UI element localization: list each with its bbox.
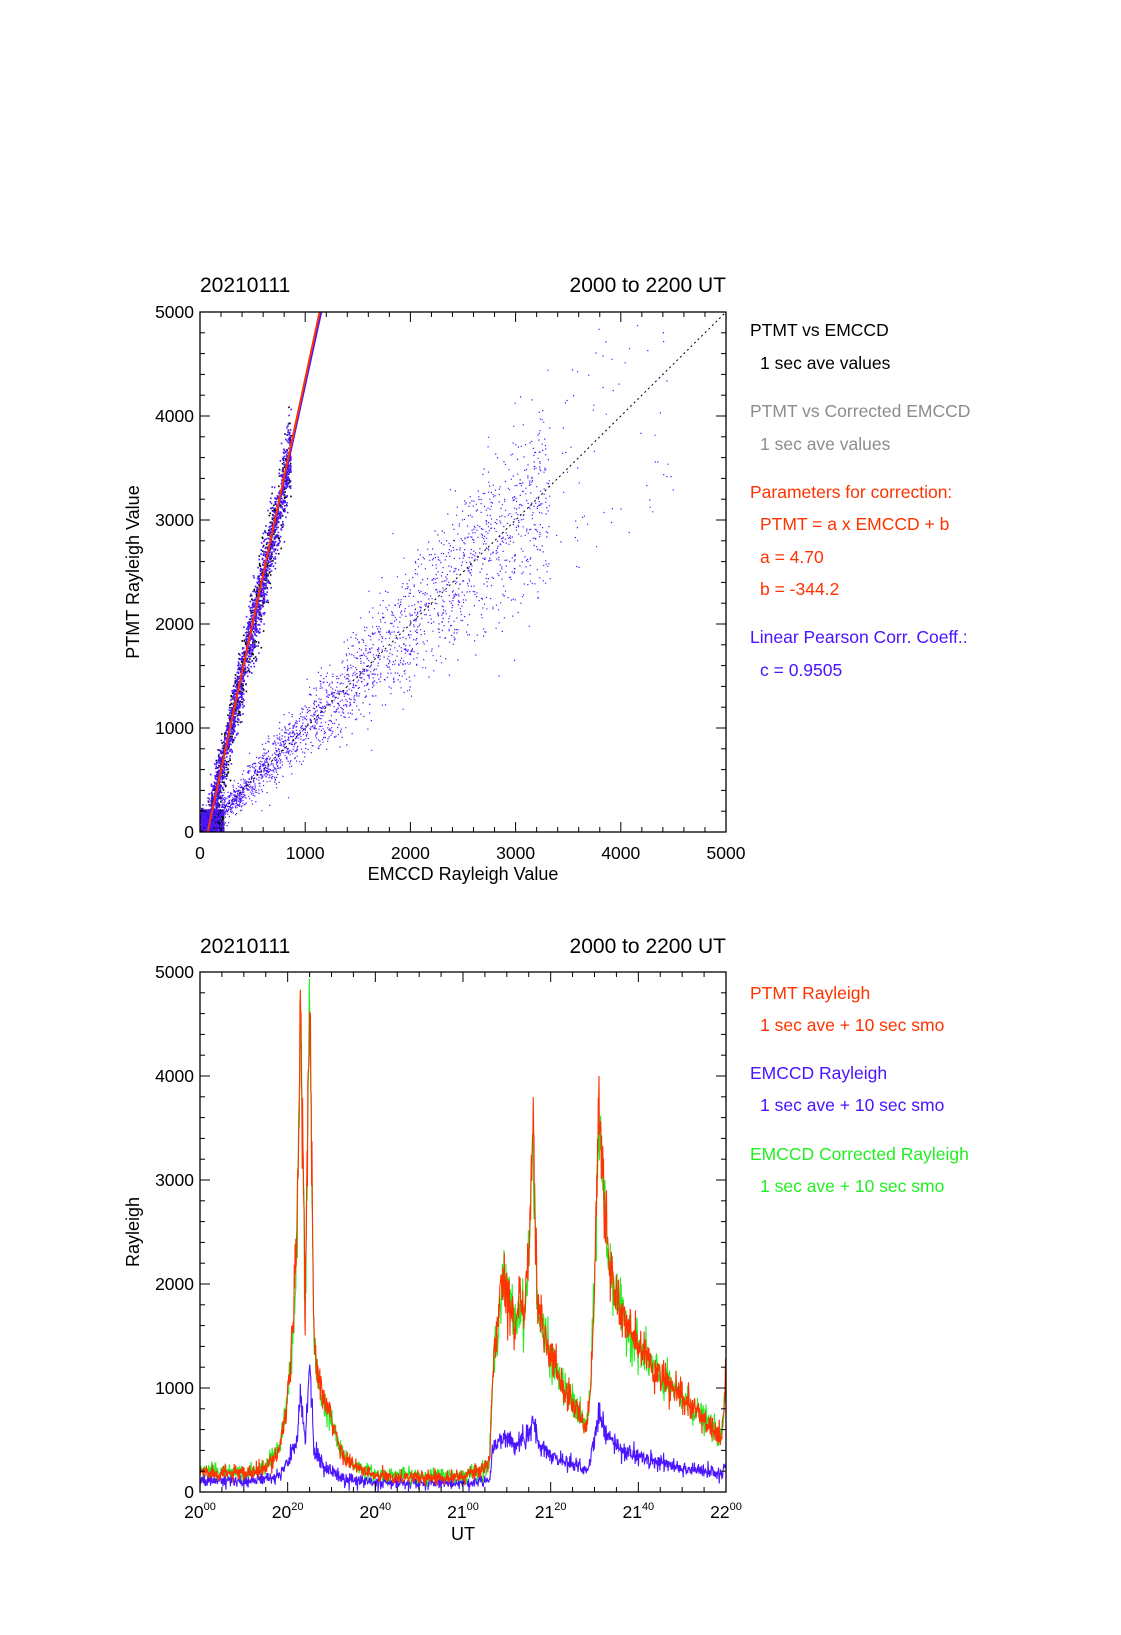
scatter-y-axis-label: PTMT Rayleigh Value [123,485,143,658]
timeseries-x-axis-label: UT [451,1524,475,1544]
corrected-emccd-points [202,325,674,832]
tick-minute-superscript: 20 [554,1501,566,1513]
tick-hour: 20 [184,1502,204,1522]
timeseries-frame [199,971,727,1493]
raw-emccd-points-black [200,406,292,832]
scatter-y-tick-label: 1000 [155,718,194,738]
scatter-y-tick-label: 3000 [155,510,194,530]
timeseries-legend-entry: EMCCD Corrected Rayleigh [750,1144,969,1164]
timeseries-ticks: 2000 2020 2040 2100 2120 2140 2200010002000300… [155,962,742,1522]
tick-hour: 21 [622,1502,641,1522]
scatter-legend-entry: b = -344.2 [760,579,840,599]
fit-line-red [206,312,321,832]
scatter-legend-entry: PTMT = a x EMCCD + b [760,514,950,534]
timeseries-legend-entry: 1 sec ave + 10 sec smo [760,1176,945,1196]
scatter-x-tick-label: 4000 [601,843,640,863]
scatter-plot-area [200,312,726,832]
timeseries-y-tick-label: 4000 [155,1066,194,1086]
timeseries-y-tick-label: 1000 [155,1378,194,1398]
scatter-x-tick-label: 1000 [286,843,325,863]
scatter-y-tick-label: 0 [184,822,194,842]
scatter-ticks: 0 1000 2000 3000 4000 5000 0 1000 2000 3000 4000 50… [155,302,746,863]
timeseries-x-tick-label: 2040 [359,1501,391,1522]
timeseries-range-title: 2000 to 2200 UT [570,935,727,958]
scatter-x-tick-label: 2000 [391,843,430,863]
scatter-legend-entry: Parameters for correction: [750,482,953,502]
scatter-range-title: 2000 to 2200 UT [570,274,727,297]
one-to-one-reference-line [200,312,726,832]
timeseries-panel: 20210111 2000 to 2200 UT 2000 2020 2040 210… [123,935,742,1544]
timeseries-x-tick-label: 2200 [710,1501,742,1522]
timeseries-legend-entry: PTMT Rayleigh [750,983,871,1003]
tick-minute-superscript: 00 [204,1501,216,1513]
scatter-y-tick-label: 2000 [155,614,194,634]
scatter-x-axis-label: EMCCD Rayleigh Value [368,864,559,884]
tick-hour: 20 [272,1502,292,1522]
scatter-panel: 20210111 2000 to 2200 UT 0 1000 2000 3000 40… [123,274,746,884]
scatter-legend-entry: PTMT vs Corrected EMCCD [750,401,971,421]
timeseries-y-axis-label: Rayleigh [123,1197,143,1267]
timeseries-x-tick-label: 2000 [184,1501,216,1522]
scatter-legend-entry: PTMT vs EMCCD [750,320,889,340]
scatter-legend-entry: a = 4.70 [760,547,824,567]
scatter-x-tick-label: 0 [195,843,205,863]
scatter-y-tick-label: 4000 [155,406,194,426]
timeseries-y-tick-label: 0 [184,1482,194,1502]
scatter-legend-entry: Linear Pearson Corr. Coeff.: [750,627,968,647]
tick-hour: 20 [359,1502,379,1522]
scatter-legend-entry: 1 sec ave values [760,434,891,454]
series-line-green [200,978,726,1487]
timeseries-y-tick-label: 3000 [155,1170,194,1190]
scatter-legend-entry: 1 sec ave values [760,353,891,373]
tick-minute-superscript: 40 [379,1501,391,1513]
raw-emccd-points-blue [200,408,292,832]
timeseries-legend-entry: 1 sec ave + 10 sec smo [760,1095,945,1115]
tick-hour: 21 [535,1502,554,1522]
timeseries-y-tick-label: 2000 [155,1274,194,1294]
tick-minute-superscript: 00 [467,1501,479,1513]
timeseries-x-tick-label: 2020 [272,1501,304,1522]
timeseries-x-tick-label: 2100 [447,1501,479,1522]
tick-hour: 22 [710,1502,729,1522]
timeseries-x-tick-label: 2120 [535,1501,567,1522]
scatter-date-title: 20210111 [200,274,290,297]
timeseries-legend-entry: EMCCD Rayleigh [750,1063,888,1083]
tick-minute-superscript: 20 [291,1501,303,1513]
scatter-y-tick-label: 5000 [155,302,194,322]
scatter-x-tick-label: 5000 [707,843,746,863]
scatter-legend-entry: c = 0.9505 [760,660,843,680]
timeseries-y-tick-label: 5000 [155,962,194,982]
scatter-points-group [200,312,726,832]
scatter-frame [199,311,727,833]
timeseries-x-tick-label: 2140 [622,1501,654,1522]
scatter-x-tick-label: 3000 [496,843,535,863]
series-line-red [200,989,726,1487]
tick-hour: 21 [447,1502,466,1522]
tick-minute-superscript: 40 [642,1501,654,1513]
timeseries-lines-group [200,978,726,1492]
timeseries-legend-entry: 1 sec ave + 10 sec smo [760,1015,945,1035]
timeseries-plot-area [200,978,726,1492]
timeseries-date-title: 20210111 [200,935,290,958]
tick-minute-superscript: 00 [730,1501,742,1513]
